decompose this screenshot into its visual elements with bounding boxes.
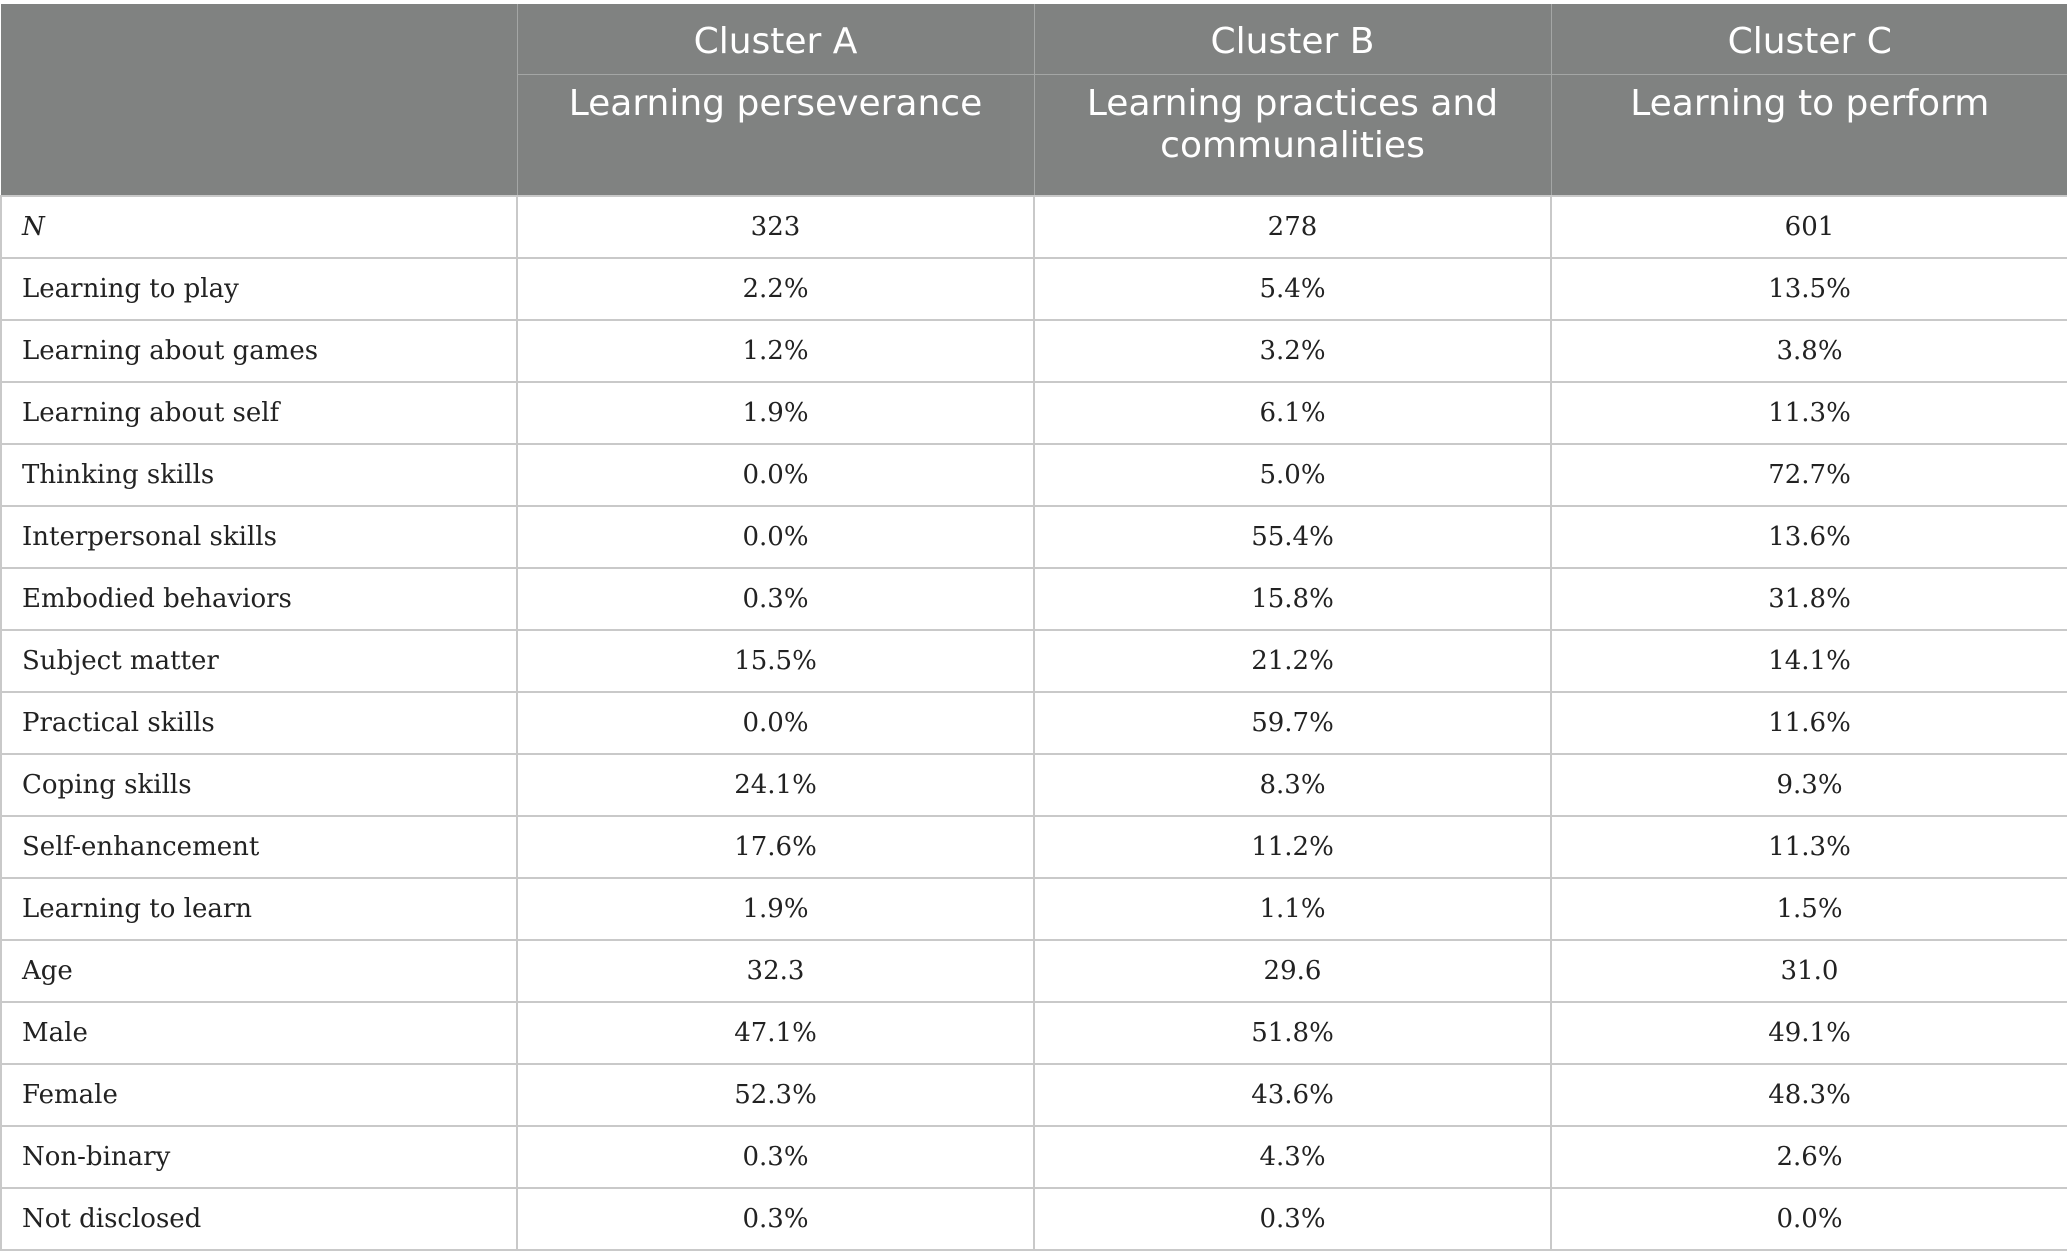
cell-cluster-a: 0.0% bbox=[516, 443, 1035, 507]
table-row: Interpersonal skills 0.0% 55.4% 13.6% bbox=[0, 505, 2067, 569]
cell-cluster-b: 55.4% bbox=[1033, 505, 1552, 569]
cell-cluster-b: 51.8% bbox=[1033, 1001, 1552, 1065]
cell-cluster-a: 323 bbox=[516, 195, 1035, 259]
results-table-container: Cluster A Cluster B Cluster C Learning p… bbox=[0, 4, 2067, 1251]
row-label: Not disclosed bbox=[0, 1187, 518, 1251]
row-label: Learning about games bbox=[0, 319, 518, 383]
cell-cluster-a: 1.9% bbox=[516, 877, 1035, 941]
header-row-cluster-labels: Cluster A Cluster B Cluster C bbox=[1, 4, 2067, 197]
cell-cluster-a: 47.1% bbox=[516, 1001, 1035, 1065]
table-row: Age 32.3 29.6 31.0 bbox=[0, 939, 2067, 1003]
row-label: Non-binary bbox=[0, 1125, 518, 1189]
table-row: N 323 278 601 bbox=[0, 195, 2067, 259]
cell-cluster-b: 0.3% bbox=[1033, 1187, 1552, 1251]
cell-cluster-a: 32.3 bbox=[516, 939, 1035, 1003]
cell-cluster-a: 17.6% bbox=[516, 815, 1035, 879]
cell-cluster-b: 8.3% bbox=[1033, 753, 1552, 817]
header-cluster-b-name: Learning practices and communalities bbox=[1033, 74, 1552, 196]
header-corner-cell bbox=[1, 4, 518, 197]
table-header: Cluster A Cluster B Cluster C Learning p… bbox=[1, 4, 2067, 197]
cell-cluster-c: 72.7% bbox=[1550, 443, 2067, 507]
cell-cluster-c: 48.3% bbox=[1550, 1063, 2067, 1127]
cell-cluster-a: 0.3% bbox=[516, 1125, 1035, 1189]
table-row: Subject matter 15.5% 21.2% 14.1% bbox=[0, 629, 2067, 693]
cell-cluster-a: 1.9% bbox=[516, 381, 1035, 445]
header-cluster-a: Cluster A bbox=[516, 4, 1035, 75]
cell-cluster-a: 0.0% bbox=[516, 691, 1035, 755]
cell-cluster-c: 31.8% bbox=[1550, 567, 2067, 631]
cell-cluster-c: 11.3% bbox=[1550, 381, 2067, 445]
row-label: Female bbox=[0, 1063, 518, 1127]
cell-cluster-c: 3.8% bbox=[1550, 319, 2067, 383]
row-label: Male bbox=[0, 1001, 518, 1065]
table-row: Non-binary 0.3% 4.3% 2.6% bbox=[0, 1125, 2067, 1189]
table-row: Thinking skills 0.0% 5.0% 72.7% bbox=[0, 443, 2067, 507]
cell-cluster-c: 601 bbox=[1550, 195, 2067, 259]
cell-cluster-a: 24.1% bbox=[516, 753, 1035, 817]
cell-cluster-a: 15.5% bbox=[516, 629, 1035, 693]
table-row: Learning about games 1.2% 3.2% 3.8% bbox=[0, 319, 2067, 383]
row-label: Age bbox=[0, 939, 518, 1003]
table-row: Not disclosed 0.3% 0.3% 0.0% bbox=[0, 1187, 2067, 1251]
row-label: Practical skills bbox=[0, 691, 518, 755]
row-label: Learning to learn bbox=[0, 877, 518, 941]
cell-cluster-b: 4.3% bbox=[1033, 1125, 1552, 1189]
table-row: Female 52.3% 43.6% 48.3% bbox=[0, 1063, 2067, 1127]
table-row: Self-enhancement 17.6% 11.2% 11.3% bbox=[0, 815, 2067, 879]
cell-cluster-c: 11.3% bbox=[1550, 815, 2067, 879]
cell-cluster-c: 14.1% bbox=[1550, 629, 2067, 693]
cell-cluster-a: 1.2% bbox=[516, 319, 1035, 383]
table-row: Learning to learn 1.9% 1.1% 1.5% bbox=[0, 877, 2067, 941]
table-body: N 323 278 601 Learning to play 2.2% 5.4%… bbox=[0, 195, 2067, 1251]
cell-cluster-b: 15.8% bbox=[1033, 567, 1552, 631]
cell-cluster-b: 1.1% bbox=[1033, 877, 1552, 941]
row-label: Interpersonal skills bbox=[0, 505, 518, 569]
row-label: Subject matter bbox=[0, 629, 518, 693]
cell-cluster-b: 29.6 bbox=[1033, 939, 1552, 1003]
cell-cluster-c: 13.6% bbox=[1550, 505, 2067, 569]
table-row: Coping skills 24.1% 8.3% 9.3% bbox=[0, 753, 2067, 817]
cell-cluster-b: 278 bbox=[1033, 195, 1552, 259]
cell-cluster-a: 0.3% bbox=[516, 1187, 1035, 1251]
cell-cluster-b: 43.6% bbox=[1033, 1063, 1552, 1127]
row-label: Self-enhancement bbox=[0, 815, 518, 879]
header-row-cluster-names: Learning perseverance Learning practices… bbox=[1, 74, 2067, 196]
cell-cluster-a: 0.0% bbox=[516, 505, 1035, 569]
row-label: Learning to play bbox=[0, 257, 518, 321]
cell-cluster-a: 52.3% bbox=[516, 1063, 1035, 1127]
table-row: Practical skills 0.0% 59.7% 11.6% bbox=[0, 691, 2067, 755]
row-label: Learning about self bbox=[0, 381, 518, 445]
header-cluster-c: Cluster C bbox=[1550, 4, 2067, 75]
cell-cluster-c: 2.6% bbox=[1550, 1125, 2067, 1189]
cell-cluster-c: 0.0% bbox=[1550, 1187, 2067, 1251]
cell-cluster-c: 1.5% bbox=[1550, 877, 2067, 941]
table-row: Learning about self 1.9% 6.1% 11.3% bbox=[0, 381, 2067, 445]
cell-cluster-c: 49.1% bbox=[1550, 1001, 2067, 1065]
cell-cluster-a: 2.2% bbox=[516, 257, 1035, 321]
cell-cluster-b: 21.2% bbox=[1033, 629, 1552, 693]
header-cluster-a-name: Learning perseverance bbox=[516, 74, 1035, 196]
cell-cluster-c: 31.0 bbox=[1550, 939, 2067, 1003]
cluster-comparison-table: Cluster A Cluster B Cluster C Learning p… bbox=[0, 4, 2067, 1251]
header-cluster-b: Cluster B bbox=[1033, 4, 1552, 75]
header-cluster-c-name: Learning to perform bbox=[1550, 74, 2067, 196]
cell-cluster-a: 0.3% bbox=[516, 567, 1035, 631]
cell-cluster-c: 13.5% bbox=[1550, 257, 2067, 321]
cell-cluster-b: 59.7% bbox=[1033, 691, 1552, 755]
table-row: Embodied behaviors 0.3% 15.8% 31.8% bbox=[0, 567, 2067, 631]
row-label: Coping skills bbox=[0, 753, 518, 817]
table-row: Learning to play 2.2% 5.4% 13.5% bbox=[0, 257, 2067, 321]
cell-cluster-b: 3.2% bbox=[1033, 319, 1552, 383]
cell-cluster-b: 11.2% bbox=[1033, 815, 1552, 879]
row-label: N bbox=[0, 195, 518, 259]
row-label: Embodied behaviors bbox=[0, 567, 518, 631]
cell-cluster-c: 9.3% bbox=[1550, 753, 2067, 817]
cell-cluster-b: 5.4% bbox=[1033, 257, 1552, 321]
cell-cluster-b: 6.1% bbox=[1033, 381, 1552, 445]
cell-cluster-c: 11.6% bbox=[1550, 691, 2067, 755]
cell-cluster-b: 5.0% bbox=[1033, 443, 1552, 507]
row-label: Thinking skills bbox=[0, 443, 518, 507]
table-row: Male 47.1% 51.8% 49.1% bbox=[0, 1001, 2067, 1065]
